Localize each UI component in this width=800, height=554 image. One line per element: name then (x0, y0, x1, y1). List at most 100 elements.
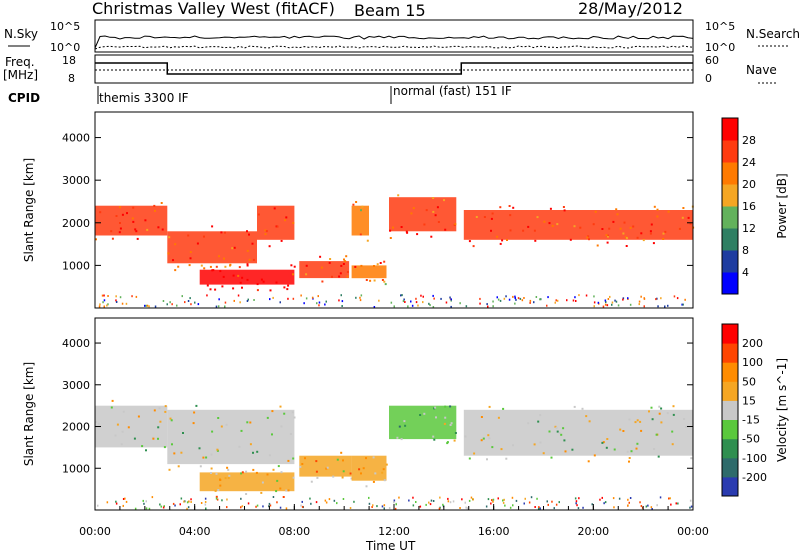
echo-speckle (336, 458, 339, 461)
noise-speckle (325, 300, 327, 303)
noise-speckle (670, 503, 672, 506)
x-tick-label: 20:00 (577, 525, 609, 538)
echo-speckle (229, 263, 232, 266)
echo-speckle (212, 269, 215, 272)
echo-speckle (99, 211, 102, 214)
echo-speckle (315, 460, 318, 463)
echo-band (95, 205, 168, 236)
noise-speckle (174, 504, 176, 507)
noise-speckle (340, 294, 342, 297)
echo-speckle (487, 434, 490, 437)
echo-speckle (666, 412, 669, 415)
echo-speckle (587, 460, 590, 463)
noise-speckle (533, 301, 535, 304)
echo-speckle (629, 226, 632, 229)
noise-speckle (452, 500, 455, 503)
noise-speckle (517, 297, 520, 300)
noise-speckle (639, 501, 641, 504)
noise-speckle (315, 501, 318, 504)
echo-speckle (642, 239, 645, 242)
echo-speckle (619, 227, 622, 230)
echo-speckle (141, 445, 144, 448)
echo-speckle (653, 448, 656, 450)
echo-speckle (564, 450, 567, 453)
noise-speckle (622, 297, 625, 300)
echo-speckle (114, 434, 117, 437)
echo-speckle (346, 271, 349, 273)
echo-speckle (134, 228, 137, 231)
noise-speckle (651, 508, 653, 510)
noise-speckle (268, 505, 270, 508)
noise-speckle (226, 498, 228, 501)
echo-speckle (195, 404, 198, 407)
echo-band (199, 472, 295, 492)
noise-speckle (103, 294, 105, 297)
echo-speckle (248, 233, 250, 236)
noise-speckle (241, 505, 244, 508)
colorbar-swatch (722, 162, 738, 185)
echo-speckle (264, 233, 267, 236)
echo-speckle (365, 279, 368, 281)
echo-speckle (483, 216, 486, 218)
noise-speckle (169, 301, 171, 304)
noise-speckle (145, 507, 148, 510)
noise-speckle (142, 499, 144, 502)
noise-speckle (529, 301, 531, 304)
echo-speckle (436, 206, 439, 209)
echo-speckle (579, 226, 582, 229)
velocity-marks (95, 399, 693, 510)
noise-speckle (218, 298, 220, 301)
noise-speckle (519, 297, 522, 300)
noise-speckle (468, 499, 471, 502)
noise-speckle (106, 501, 109, 504)
echo-speckle (588, 238, 590, 241)
noise-speckle (447, 497, 449, 500)
noise-speckle (540, 298, 542, 301)
echo-speckle (473, 452, 476, 455)
noise-speckle (403, 298, 405, 301)
echo-speckle (672, 405, 675, 408)
echo-speckle (482, 437, 485, 440)
echo-speckle (246, 230, 248, 233)
noise-speckle (300, 504, 302, 507)
colorbar-frame (721, 323, 739, 497)
noise-speckle (411, 304, 414, 307)
noise-speckle (523, 297, 525, 299)
echo-speckle (662, 238, 665, 240)
echo-speckle (381, 279, 384, 281)
noise-speckle (180, 497, 183, 500)
echo-speckle (146, 228, 149, 231)
echo-speckle (340, 451, 343, 454)
echo-speckle (326, 466, 329, 469)
echo-speckle (346, 275, 349, 278)
noise-speckle (523, 502, 525, 505)
noise-speckle (119, 296, 122, 299)
echo-speckle (218, 255, 220, 258)
echo-speckle (444, 416, 447, 419)
noise-speckle (190, 498, 192, 501)
echo-speckle (119, 227, 122, 230)
echo-speckle (626, 450, 629, 453)
echo-speckle (280, 471, 283, 474)
echo-speckle (449, 405, 452, 408)
colorbar-tick-label: 12 (742, 222, 756, 235)
noise-speckle (650, 506, 653, 509)
noise-speckle (179, 503, 181, 506)
echo-speckle (209, 288, 212, 291)
noise-speckle (121, 302, 124, 305)
noise-speckle (146, 304, 149, 307)
echo-speckle (639, 420, 642, 423)
echo-speckle (133, 437, 136, 440)
noise-speckle (449, 501, 452, 504)
echo-speckle (233, 246, 236, 249)
noise-speckle (393, 305, 395, 308)
echo-speckle (279, 487, 282, 490)
echo-speckle (650, 223, 653, 226)
echo-speckle (397, 194, 400, 197)
echo-speckle (534, 239, 537, 242)
echo-speckle (490, 217, 493, 220)
noise-speckle (166, 303, 168, 306)
noise-speckle (402, 300, 405, 303)
colorbar-tick-label: -200 (742, 471, 767, 484)
freq-tick-bottom: 8 (68, 72, 75, 85)
